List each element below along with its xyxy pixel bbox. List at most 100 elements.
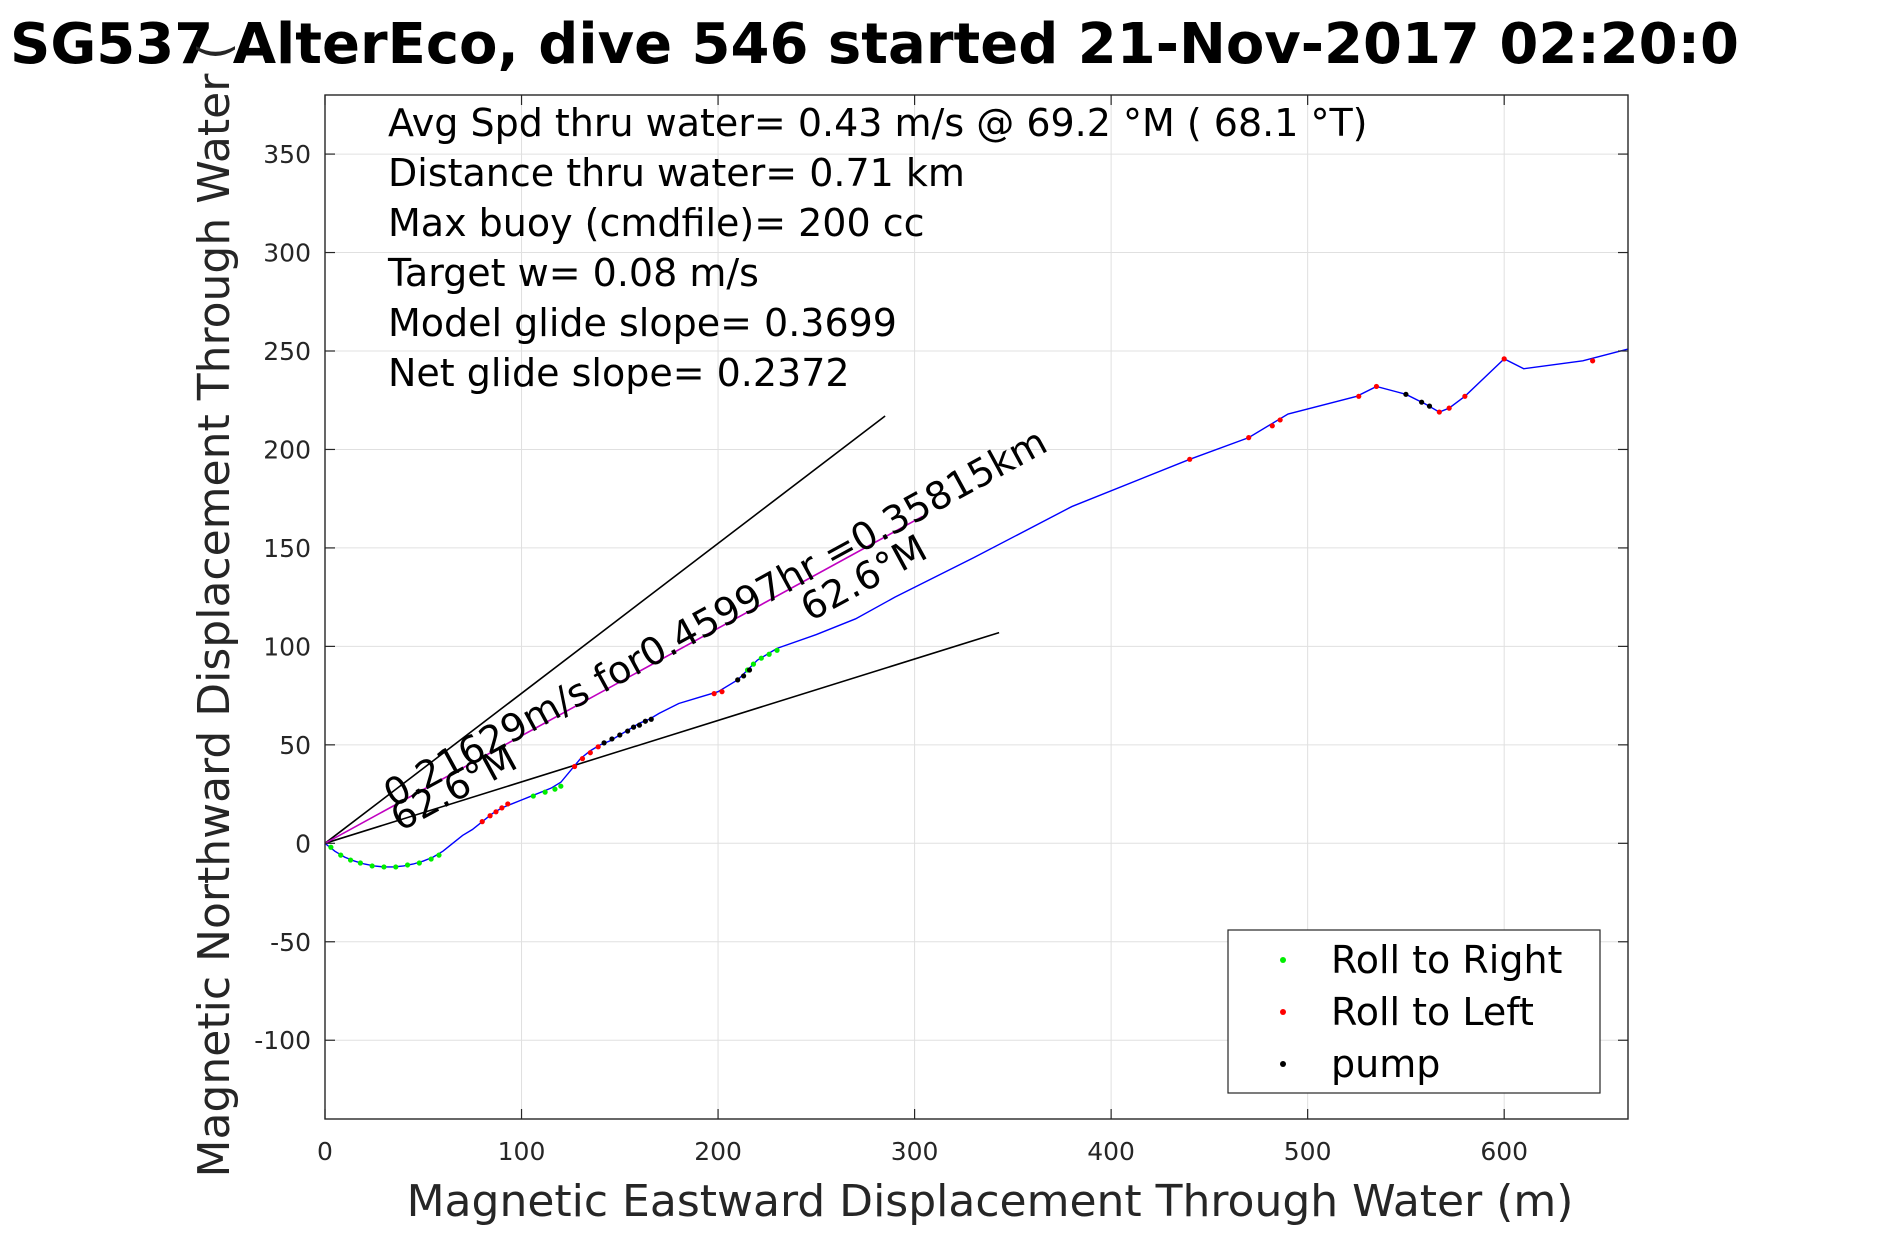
- plot-frame: [324, 94, 1629, 1120]
- y-tick-label: -50: [270, 928, 311, 957]
- x-tick-label: 300: [891, 1137, 939, 1166]
- info-line: Max buoy (cmdfile)= 200 cc: [388, 201, 925, 245]
- data-point: [328, 844, 334, 850]
- heading-line: [324, 631, 1000, 845]
- data-point: [1501, 356, 1507, 362]
- y-tick-label: 100: [263, 632, 311, 661]
- data-point: [499, 805, 505, 811]
- y-tick-label: -100: [254, 1026, 311, 1055]
- data-point: [487, 813, 493, 819]
- y-tick-label: 0: [295, 829, 311, 858]
- x-tick-label: 500: [1284, 1137, 1332, 1166]
- data-point: [636, 722, 643, 728]
- data-point: [758, 655, 764, 661]
- data-point: [746, 667, 753, 673]
- x-tick-label: 100: [498, 1137, 546, 1166]
- x-tick-label: 400: [1087, 1137, 1135, 1166]
- x-axis-label: Magnetic Eastward Displacement Through W…: [407, 1176, 1574, 1227]
- data-point: [542, 789, 548, 795]
- data-point: [750, 661, 757, 667]
- data-point: [1446, 405, 1452, 411]
- data-point: [369, 863, 375, 869]
- y-tick-label: 250: [263, 337, 311, 366]
- y-tick-label: 200: [263, 435, 311, 464]
- data-point: [1403, 391, 1409, 397]
- data-point: [1436, 409, 1442, 415]
- info-line: Net glide slope= 0.2372: [388, 351, 850, 395]
- data-point: [741, 673, 747, 679]
- info-line: Target w= 0.08 m/s: [387, 251, 759, 295]
- data-point: [774, 647, 780, 653]
- data-point: [505, 801, 511, 807]
- legend-marker: [1280, 1009, 1286, 1015]
- data-point: [1462, 393, 1468, 399]
- info-line: Distance thru water= 0.71 km: [388, 151, 965, 195]
- data-point: [601, 740, 607, 746]
- data-point: [587, 750, 593, 756]
- data-point: [416, 860, 422, 866]
- track-layer: [324, 348, 1629, 868]
- heading-reference-lines: [324, 415, 1000, 845]
- x-tick-label: 600: [1480, 1137, 1528, 1166]
- glider-track-line: [324, 348, 1629, 868]
- data-point: [1269, 423, 1275, 429]
- depth-averaged-current-line: [324, 515, 923, 845]
- data-point: [393, 864, 399, 870]
- data-point: [552, 786, 558, 792]
- data-point: [347, 857, 354, 863]
- data-point: [1419, 399, 1425, 405]
- data-point: [1426, 403, 1433, 409]
- data-point: [642, 718, 648, 724]
- data-point: [648, 716, 654, 722]
- data-point: [1356, 393, 1362, 399]
- data-point: [381, 864, 387, 870]
- grid-lines: [324, 95, 1628, 1119]
- data-point: [338, 852, 344, 858]
- info-line: Avg Spd thru water= 0.43 m/s @ 69.2 °M (…: [388, 101, 1368, 145]
- axis-ticks: 0 100 200 300 400 500 600 -100 -50 0 50 100 150 200 25…: [254, 95, 1628, 1166]
- legend-label: pump: [1331, 1042, 1440, 1086]
- y-axis-label: Magnetic Northward Displacement Through …: [189, 43, 240, 1178]
- legend-box: [1227, 929, 1601, 1094]
- annotation-layer: 0.21629m/s for0.45997hr =0.35815km62.6°M…: [376, 419, 1054, 840]
- x-tick-label: 0: [317, 1137, 333, 1166]
- data-point: [436, 852, 442, 858]
- y-tick-label: 350: [263, 140, 311, 169]
- data-point: [1590, 358, 1596, 364]
- dive-info-text: Avg Spd thru water= 0.43 m/s @ 69.2 °M (…: [387, 101, 1368, 395]
- data-point: [595, 744, 601, 750]
- data-point: [630, 724, 637, 730]
- data-point: [1373, 383, 1380, 390]
- data-point: [357, 860, 363, 866]
- data-point: [1246, 435, 1252, 441]
- heading-line: [324, 415, 886, 844]
- points-layer: [328, 356, 1596, 870]
- data-point: [428, 856, 434, 862]
- y-tick-label: 50: [279, 731, 311, 760]
- data-point: [625, 728, 631, 734]
- data-point: [571, 763, 578, 770]
- data-point: [579, 756, 586, 762]
- data-point: [617, 732, 623, 738]
- data-point: [404, 862, 411, 868]
- data-point: [711, 691, 717, 697]
- data-point: [479, 819, 485, 825]
- legend-label: Roll to Right: [1331, 938, 1562, 982]
- legend: Roll to Right Roll to Left pump: [1227, 929, 1601, 1094]
- data-point: [719, 689, 725, 695]
- data-point: [1187, 456, 1193, 462]
- data-point: [1277, 417, 1283, 423]
- y-tick-label: 150: [263, 534, 311, 563]
- x-tick-label: 200: [694, 1137, 742, 1166]
- legend-marker: [1280, 1061, 1286, 1067]
- chart-title: SG537 AlterEco, dive 546 started 21-Nov-…: [10, 12, 1739, 77]
- legend-marker: [1280, 957, 1286, 963]
- data-point: [558, 783, 564, 789]
- data-point: [609, 736, 615, 742]
- data-point: [735, 677, 741, 683]
- data-point: [530, 793, 536, 799]
- info-line: Model glide slope= 0.3699: [388, 301, 897, 345]
- data-point: [493, 809, 499, 815]
- data-point: [766, 651, 772, 657]
